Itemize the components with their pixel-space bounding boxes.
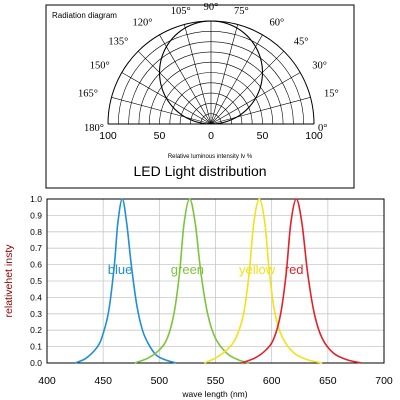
y-tick-label: 0.8	[30, 227, 42, 237]
polar-radial-tick-labels: 100 50 0 50 100	[99, 130, 323, 142]
series-line-red	[241, 198, 362, 364]
y-tick-labels: 0.0 0.1 0.2 0.3 0.4 0.5 0.6 0.7 0.8 0.9 1.0	[30, 194, 42, 368]
polar-radial-tick-label: 50	[257, 130, 269, 142]
polar-angle-label: 15°	[324, 89, 339, 100]
polar-radial-tick-label: 100	[305, 130, 323, 142]
polar-angle-label: 90°	[204, 2, 219, 13]
y-tick-label: 0.4	[30, 292, 42, 302]
polar-radial-tick-label: 50	[154, 130, 166, 142]
radiation-panel-border	[45, 4, 355, 189]
x-tick-label: 700	[375, 375, 393, 387]
polar-angle-label: 135°	[108, 36, 128, 47]
polar-angle-label: 150°	[90, 61, 110, 72]
x-tick-labels: 400 450 500 550 600 650 700	[38, 375, 393, 387]
y-tick-label: 0.6	[30, 260, 42, 270]
polar-angle-label: 30°	[312, 61, 327, 72]
polar-grid-spoke	[111, 97, 212, 125]
polar-radial-tick-label: 100	[99, 130, 117, 142]
y-tick-label: 0.9	[30, 210, 42, 220]
x-tick-label: 600	[263, 375, 281, 387]
series-label-green: green	[171, 262, 204, 277]
polar-grid-spoke	[210, 24, 238, 125]
spectrum-chart-panel: blue green yellow red 400 450 500 550 600 650 700…	[3, 194, 393, 399]
series-label-yellow: yellow	[239, 262, 276, 277]
polar-intensity-curve	[158, 20, 264, 125]
spectrum-series-lines	[74, 198, 362, 364]
series-line-blue	[74, 198, 177, 364]
polar-angle-label: 120°	[133, 18, 153, 29]
polar-angle-label: 165°	[78, 89, 98, 100]
polar-angle-label: 75°	[234, 6, 249, 17]
y-tick-label: 0.1	[30, 342, 42, 352]
polar-angle-label: 60°	[270, 18, 285, 29]
series-line-yellow	[203, 198, 323, 364]
polar-intensity-line	[158, 20, 264, 125]
polar-grid-spoke	[159, 34, 212, 125]
polar-angle-labels: 0° 15° 30° 45° 60° 75° 90° 105° 120° 135° 150° 165°…	[78, 2, 339, 134]
polar-angle-label: 45°	[294, 36, 309, 47]
chart-title: LED Light distribution	[133, 163, 266, 179]
polar-radial-tick-label: 0	[208, 130, 214, 142]
radiation-panel-title: Radiation diagram	[52, 11, 117, 20]
polar-angle-label: 180°	[84, 123, 104, 134]
x-axis-label: wave length (nm)	[181, 389, 247, 399]
series-label-blue: blue	[108, 262, 133, 277]
y-tick-label: 0.5	[30, 276, 42, 286]
y-tick-label: 0.7	[30, 243, 42, 253]
spectrum-series-labels: blue green yellow red	[108, 262, 304, 277]
y-tick-label: 0.3	[30, 309, 42, 319]
y-axis-label: relativehet insty	[3, 244, 15, 318]
polar-grid-spoke	[210, 97, 311, 125]
polar-grid-spoke	[210, 50, 285, 125]
series-line-green	[134, 198, 250, 364]
y-tick-label: 0.2	[30, 325, 42, 335]
polar-grid-spoke	[210, 34, 263, 125]
polar-grid-spoke	[137, 50, 212, 125]
x-tick-label: 650	[319, 375, 337, 387]
y-tick-label: 1.0	[30, 194, 42, 204]
polar-axis-label: Relative luminous intensity Iv %	[168, 154, 253, 160]
spectrum-plot-frame	[46, 198, 385, 364]
y-tick-label: 0.0	[30, 358, 42, 368]
polar-angle-label: 105°	[171, 6, 191, 17]
polar-angle-label: 0°	[318, 123, 327, 134]
x-tick-label: 450	[94, 375, 112, 387]
radiation-diagram-panel: Radiation diagram 0° 15° 30° 45° 60° 75° 90° 10…	[45, 2, 355, 189]
x-tick-label: 550	[207, 375, 225, 387]
polar-grid-spoke	[184, 24, 212, 125]
x-tick-label: 400	[38, 375, 56, 387]
series-label-red: red	[285, 262, 304, 277]
x-tick-label: 500	[151, 375, 169, 387]
